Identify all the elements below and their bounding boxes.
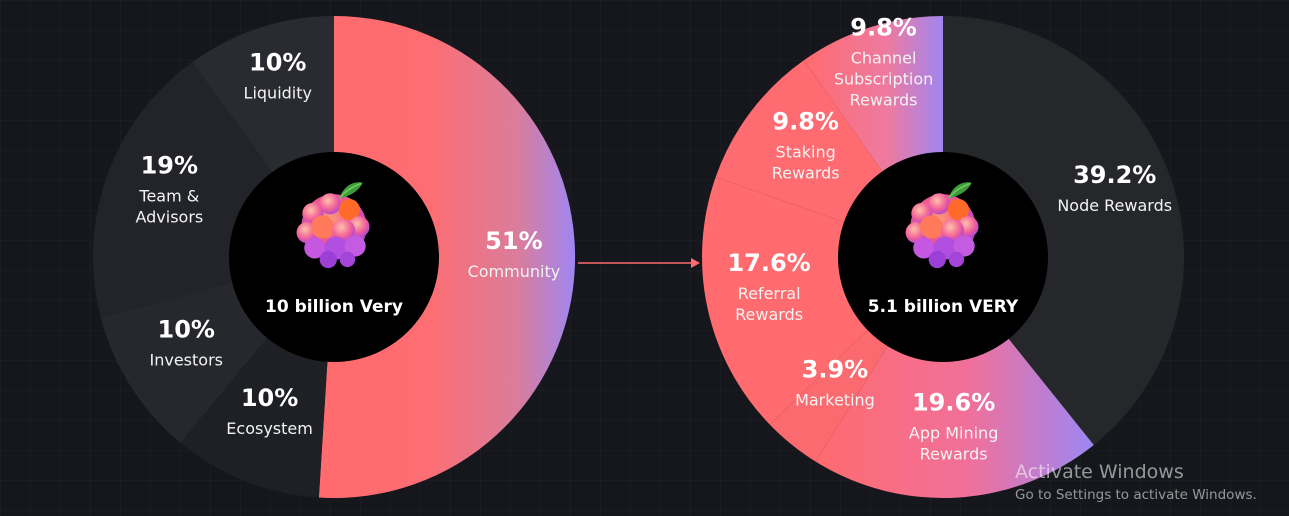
slice-label-referral-rewards: Referral Rewards	[735, 284, 803, 324]
slice-label-node-rewards: Node Rewards	[1057, 196, 1172, 215]
value-label-marketing: 3.9%	[802, 355, 869, 383]
slice-label-app-mining-rewards: App Mining Rewards	[909, 424, 998, 464]
center-total-label: 5.1 billion VERY	[868, 297, 1019, 317]
arrow-right-icon	[578, 258, 700, 268]
slice-label-investors: Investors	[150, 350, 223, 369]
slice-node-rewards	[943, 16, 1184, 445]
watermark-title: Activate Windows	[1015, 461, 1184, 483]
watermark-subtitle: Go to Settings to activate Windows.	[1015, 487, 1257, 503]
value-label-staking-rewards: 9.8%	[772, 107, 839, 135]
community-allocation-chart: 5.1 billion VERY 39.2% Node Rewards 19.6% Ap…	[701, 14, 1184, 498]
slice-label-liquidity: Liquidity	[244, 83, 312, 102]
value-label-app-mining-rewards: 19.6%	[912, 389, 995, 417]
slice-community	[318, 15, 576, 498]
value-label-channel-subscription-rewards: 9.8%	[850, 14, 917, 42]
center-total-label: 10 billion Very	[265, 297, 403, 317]
slice-label-channel-subscription-rewards: Channel Subscription Rewards	[834, 49, 933, 110]
value-label-team-and-advisors: 19%	[141, 152, 198, 180]
slice-label-ecosystem: Ecosystem	[226, 419, 313, 438]
slice-label-community: Community	[468, 262, 561, 281]
value-label-referral-rewards: 17.6%	[727, 249, 810, 277]
windows-activation-watermark: Activate Windows Go to Settings to activ…	[1015, 460, 1257, 504]
slice-app-mining-rewards	[815, 257, 1094, 498]
value-label-node-rewards: 39.2%	[1073, 161, 1156, 189]
value-label-ecosystem: 10%	[241, 384, 298, 412]
slice-label-marketing: Marketing	[795, 390, 875, 409]
slice-label-team-and-advisors: Team & Advisors	[135, 187, 203, 227]
value-label-investors: 10%	[158, 315, 215, 343]
value-label-liquidity: 10%	[249, 48, 306, 76]
token-distribution-chart: 10 billion Very 51% Community 10% Ecosystem 1…	[92, 15, 576, 498]
value-label-community: 51%	[485, 227, 542, 255]
slice-label-staking-rewards: Staking Rewards	[772, 142, 840, 182]
